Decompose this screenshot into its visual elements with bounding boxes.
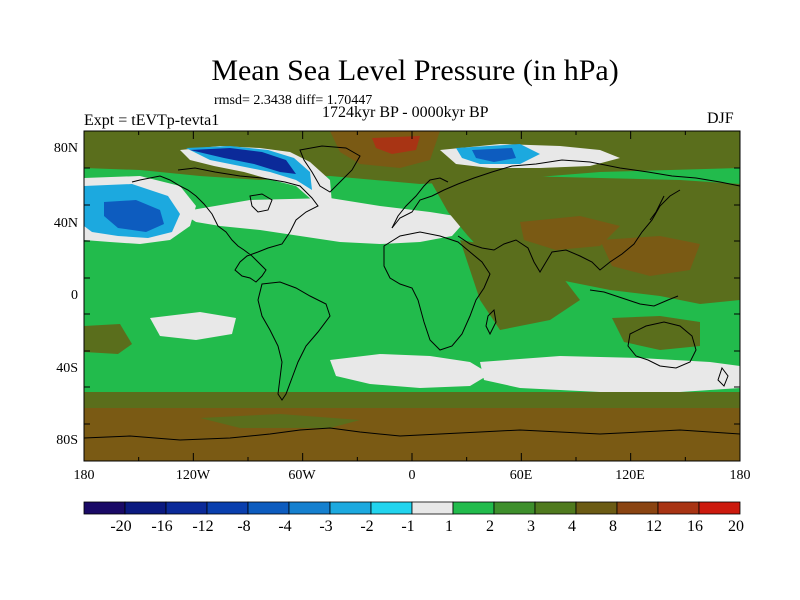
lon-label-0: 0: [382, 468, 442, 484]
colorbar-label: 3: [511, 518, 551, 536]
colorbar-label: 8: [593, 518, 633, 536]
colorbar-swatch: [289, 502, 330, 514]
colorbar-swatch: [166, 502, 207, 514]
colorbar-swatch: [658, 502, 699, 514]
colorbar-swatch: [84, 502, 125, 514]
colorbar-swatch: [494, 502, 535, 514]
lon-label-60e: 60E: [491, 468, 551, 484]
pressure-field: [84, 131, 740, 461]
colorbar-swatch: [699, 502, 740, 514]
colorbar-label: -8: [224, 518, 264, 536]
lon-label-120e: 120E: [600, 468, 660, 484]
pressure-map: [0, 0, 800, 600]
lat-label-80s: 80S: [8, 433, 78, 449]
colorbar-swatch: [371, 502, 412, 514]
lon-label-120w: 120W: [163, 468, 223, 484]
colorbar-swatch: [125, 502, 166, 514]
colorbar-swatch: [576, 502, 617, 514]
colorbar-swatch: [330, 502, 371, 514]
colorbar-swatch: [207, 502, 248, 514]
field-southern-olive: [84, 392, 740, 408]
colorbar-label: -1: [388, 518, 428, 536]
lat-label-40n: 40N: [8, 216, 78, 232]
colorbar-label: 4: [552, 518, 592, 536]
colorbar-swatch: [617, 502, 658, 514]
colorbar-label: 12: [634, 518, 674, 536]
lat-label-80n: 80N: [8, 141, 78, 157]
colorbar-label: -2: [347, 518, 387, 536]
colorbar-swatch: [248, 502, 289, 514]
lon-label-60w: 60W: [272, 468, 332, 484]
colorbar: [84, 502, 740, 514]
colorbar-label: 1: [429, 518, 469, 536]
colorbar-label: -16: [142, 518, 182, 536]
colorbar-label: 20: [716, 518, 756, 536]
colorbar-label: 16: [675, 518, 715, 536]
colorbar-label: 2: [470, 518, 510, 536]
lon-label-180e: 180: [710, 468, 770, 484]
colorbar-label: -20: [101, 518, 141, 536]
colorbar-swatch: [535, 502, 576, 514]
colorbar-label: -4: [265, 518, 305, 536]
colorbar-label: -12: [183, 518, 223, 536]
lat-label-40s: 40S: [8, 361, 78, 377]
colorbar-swatch: [453, 502, 494, 514]
colorbar-swatch: [412, 502, 453, 514]
lon-label-180w: 180: [54, 468, 114, 484]
lat-label-0: 0: [8, 288, 78, 304]
colorbar-label: -3: [306, 518, 346, 536]
